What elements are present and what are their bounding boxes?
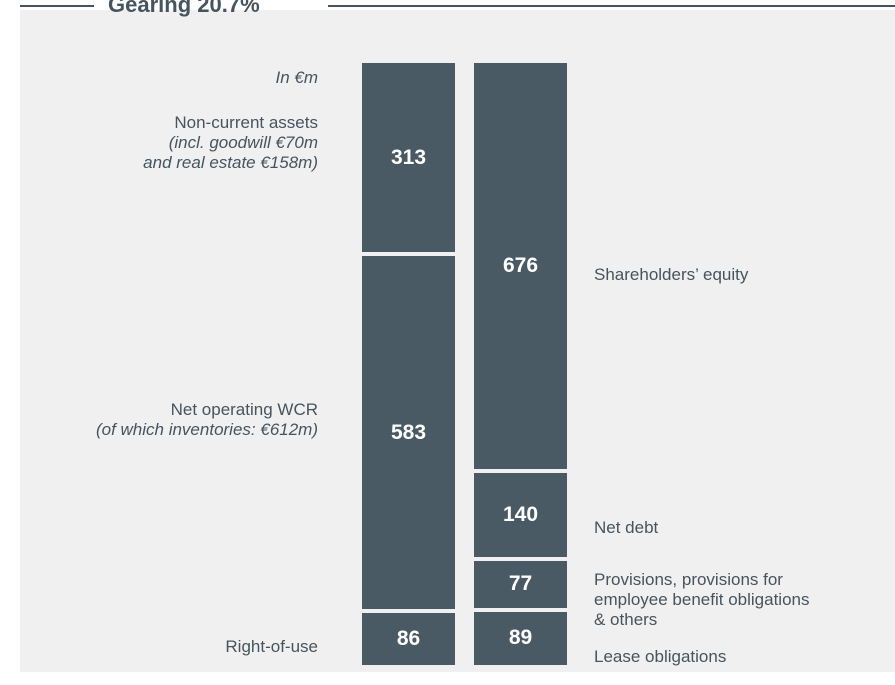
left-bar-segment-value: 313 [390, 145, 427, 169]
right-label-line: Lease obligations [594, 647, 727, 666]
left-label-main: Net operating WCR [170, 400, 318, 419]
right-label-line: & others [594, 610, 658, 629]
left-bar-segment-value: 86 [396, 626, 421, 650]
left-label-0: Non-current assets (incl. goodwill €70m an… [143, 113, 318, 173]
right-bar-segment-1: 140 [474, 473, 567, 558]
right-label-0: Shareholders’ equity [594, 265, 748, 285]
left-bar-segment-value: 583 [390, 420, 427, 444]
right-label-line: Provisions, provisions for [594, 570, 783, 589]
left-label-main: Right-of-use [225, 637, 318, 656]
left-bar-segment-1: 583 [362, 256, 455, 609]
right-bar-segment-0: 676 [474, 63, 567, 470]
right-bar-segment-value: 89 [508, 626, 533, 650]
right-bar-segment-value: 77 [508, 572, 533, 596]
right-bar-segment-3: 89 [474, 611, 567, 665]
right-label-line: Net debt [594, 518, 659, 537]
right-label-3: Lease obligations [594, 647, 726, 667]
chart-panel [20, 10, 895, 672]
left-label-sub: and real estate €158m) [143, 153, 318, 172]
chart-title: Gearing 20.7% [108, 0, 260, 17]
left-label-1: Net operating WCR (of which inventories: … [96, 400, 318, 440]
right-label-2: Provisions, provisions for employee benef… [594, 570, 809, 630]
title-rule-left [20, 5, 94, 7]
left-label-sub: (of which inventories: €612m) [95, 420, 318, 439]
left-label-2: Right-of-use [225, 637, 318, 657]
left-bar-segment-2: 86 [362, 612, 455, 665]
left-label-sub: (incl. goodwill €70m [168, 133, 318, 152]
right-label-1: Net debt [594, 518, 658, 538]
right-bar-segment-2: 77 [474, 561, 567, 608]
right-bar-segment-value: 140 [502, 503, 539, 527]
right-label-line: employee benefit obligations [594, 590, 810, 609]
title-rule-right [328, 5, 895, 7]
left-bar-segment-0: 313 [362, 63, 455, 253]
right-label-line: Shareholders’ equity [594, 265, 749, 284]
unit-label: In €m [275, 68, 318, 87]
right-bar-segment-value: 676 [502, 254, 539, 278]
left-label-main: Non-current assets [174, 113, 318, 132]
